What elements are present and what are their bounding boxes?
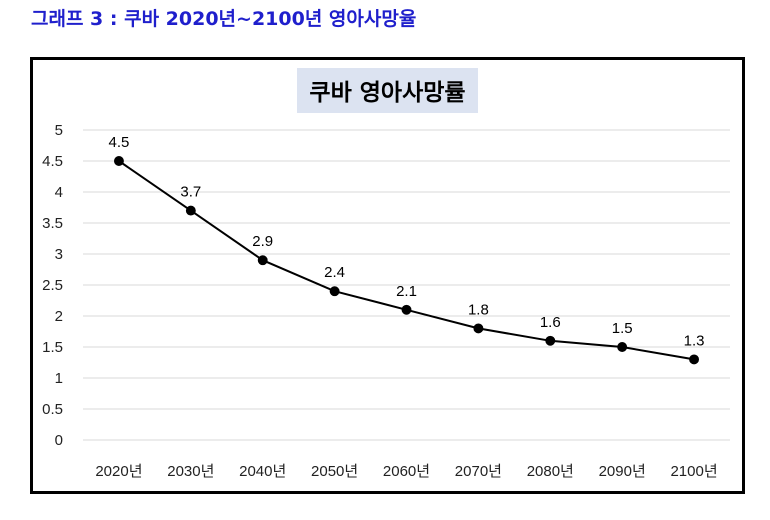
page-heading: 그래프 3 : 쿠바 2020년~2100년 영아사망율 [31,8,417,30]
data-label: 2.9 [252,233,273,250]
data-label: 1.5 [612,320,633,337]
y-tick-label: 4.5 [42,153,63,170]
data-label: 3.7 [180,184,201,201]
data-point-marker [257,255,268,266]
x-tick-label: 2030년 [167,463,214,480]
y-tick-label: 3 [55,246,63,263]
data-labels: 4.5 3.7 2.9 2.4 2.1 1.8 1.6 1.5 1.3 [109,134,705,349]
data-point-marker [113,156,124,166]
y-tick-label: 3.5 [42,215,63,232]
x-tick-label: 2020년 [95,463,142,480]
data-label: 1.8 [468,301,489,318]
grid-lines [83,129,730,441]
series-line [118,160,695,361]
x-tick-label: 2060년 [383,463,430,480]
data-point-marker [185,205,196,216]
data-point-marker [617,342,628,352]
y-axis-tick-labels: 0 0.5 1 1.5 2 2.5 3 3.5 4 4.5 5 [42,122,63,449]
data-label: 1.3 [684,332,705,349]
x-tick-label: 2100년 [670,463,717,480]
x-tick-label: 2050년 [311,463,358,480]
x-tick-label: 2090년 [599,463,646,480]
x-tick-label: 2070년 [455,463,502,480]
chart-title-background [297,68,478,113]
chart-title: 쿠바 영아사망률 [309,80,465,106]
data-point-marker [401,304,412,315]
y-tick-label: 5 [55,122,63,139]
data-point-marker [545,335,556,346]
y-tick-label: 1.5 [42,339,63,356]
y-tick-label: 0 [55,432,63,449]
x-tick-label: 2040년 [239,463,286,480]
x-tick-label: 2080년 [527,463,574,480]
x-axis-tick-labels: 2020년 2030년 2040년 2050년 2060년 2070년 2080년 2090년… [95,463,717,480]
y-tick-label: 4 [55,184,63,201]
line-chart: 쿠바 영아사망률 0 0.5 1 1.5 2 2.5 3 3.5 4 4.5 5 2020년 2030… [42,68,730,480]
y-tick-label: 1 [55,370,63,387]
data-point-marker [329,286,340,297]
y-tick-label: 0.5 [42,401,63,418]
data-point-marker [689,354,700,365]
series-layer [113,156,700,365]
data-label: 2.1 [396,283,417,300]
chart-frame: 쿠바 영아사망률 0 0.5 1 1.5 2 2.5 3 3.5 4 4.5 5 2020년 2030… [30,57,745,494]
y-tick-label: 2.5 [42,277,63,294]
data-label: 2.4 [324,264,345,281]
data-point-marker [473,323,484,334]
y-tick-label: 2 [55,308,63,325]
data-label: 4.5 [109,134,130,151]
data-label: 1.6 [540,314,561,331]
